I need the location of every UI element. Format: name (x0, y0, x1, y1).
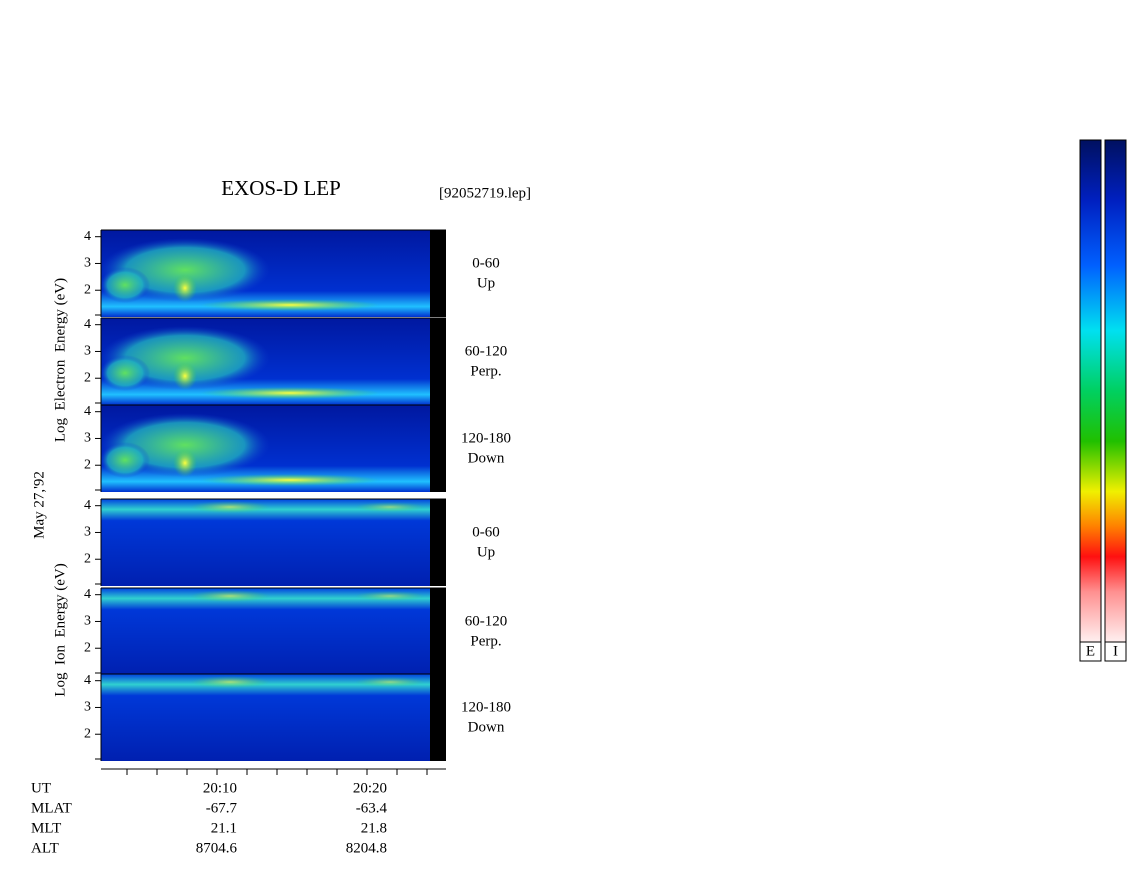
y-tick-label: 3 (84, 431, 91, 446)
panel-label: Up (477, 275, 495, 291)
panel-label: Up (477, 544, 495, 560)
spectrogram-feature (173, 274, 197, 302)
colorbar-label-box (1079, 641, 1102, 662)
panel-label: 120-180 (461, 430, 511, 446)
x-row-value: 20:10 (203, 780, 237, 796)
data-gap (430, 674, 446, 761)
y-tick-label: 2 (84, 457, 91, 472)
spectrogram-feature (100, 267, 150, 303)
spectrogram-feature (190, 590, 270, 602)
colorbar (1104, 139, 1127, 643)
panel-label: 0-60 (472, 524, 500, 540)
spectrogram-feature (190, 676, 270, 688)
spectrogram-panel (100, 317, 446, 405)
y-tick-label: 2 (84, 640, 91, 655)
panel-label: 60-120 (465, 343, 508, 359)
spectrogram-panel (100, 673, 446, 761)
data-gap (430, 230, 446, 317)
panel-label: Down (468, 450, 505, 466)
y-tick-label: 2 (84, 551, 91, 566)
panel-label: Perp. (470, 363, 501, 379)
panel-label: Perp. (470, 633, 501, 649)
x-row-value: 8704.6 (196, 840, 238, 856)
spectrogram-background (101, 499, 430, 586)
panel-label: 0-60 (472, 255, 500, 271)
x-row-name: ALT (31, 840, 59, 856)
spectrogram-feature (200, 387, 380, 399)
x-row-value: -67.7 (206, 800, 238, 816)
y-tick-label: 3 (84, 700, 91, 715)
panel-label: 120-180 (461, 699, 511, 715)
spectrogram-feature (355, 677, 425, 687)
spectrogram-background (101, 674, 430, 761)
spectrogram-feature (100, 442, 150, 478)
y-tick-label: 3 (84, 256, 91, 271)
data-gap (430, 499, 446, 586)
x-row-value: 8204.8 (346, 840, 387, 856)
x-row-value: 21.1 (211, 820, 237, 836)
y-tick-label: 2 (84, 282, 91, 297)
y-tick-label: 2 (84, 726, 91, 741)
x-row-name: UT (31, 780, 51, 796)
y-tick-label: 4 (84, 404, 91, 419)
panel-label: 60-120 (465, 613, 508, 629)
colorbar-label: E (1086, 643, 1095, 659)
y-tick-label: 3 (84, 525, 91, 540)
spectrogram-panel (100, 498, 446, 586)
y-tick-label: 4 (84, 673, 91, 688)
x-row-value: -63.4 (356, 800, 388, 816)
spectrogram-panel (100, 404, 446, 492)
spectrogram-feature (200, 299, 380, 311)
spectrogram-panel (100, 587, 446, 675)
data-gap (430, 588, 446, 675)
spectrogram-feature (100, 355, 150, 391)
y-tick-label: 3 (84, 614, 91, 629)
date-label: May 27,'92 (31, 471, 47, 539)
chart-subtitle: [92052719.lep] (439, 185, 531, 201)
y-tick-label: 4 (84, 317, 91, 332)
y-tick-label: 3 (84, 344, 91, 359)
colorbar-label: I (1113, 643, 1118, 659)
panel-label: Down (468, 719, 505, 735)
x-row-name: MLT (31, 820, 61, 836)
y-tick-label: 4 (84, 229, 91, 244)
y-axis-label: Log Electron Energy (eV) (52, 278, 68, 442)
spectrogram-background (101, 588, 430, 675)
data-gap (430, 405, 446, 492)
y-axis-label: Log Ion Energy (eV) (52, 563, 68, 696)
x-row-value: 20:20 (353, 780, 387, 796)
y-tick-label: 4 (84, 587, 91, 602)
spectrogram-feature (355, 502, 425, 512)
spectrogram-feature (173, 449, 197, 477)
spectrogram-feature (200, 474, 380, 486)
x-row-value: 21.8 (361, 820, 387, 836)
data-gap (430, 318, 446, 405)
chart-title: EXOS-D LEP (221, 176, 341, 200)
x-row-name: MLAT (31, 800, 72, 816)
spectrogram-feature (190, 501, 270, 513)
spectrogram-feature (355, 591, 425, 601)
spectrogram-panel (100, 229, 446, 317)
colorbar-label-box (1104, 641, 1127, 662)
spectrogram-feature (173, 362, 197, 390)
y-tick-label: 2 (84, 370, 91, 385)
y-tick-label: 4 (84, 498, 91, 513)
colorbar (1079, 139, 1102, 643)
